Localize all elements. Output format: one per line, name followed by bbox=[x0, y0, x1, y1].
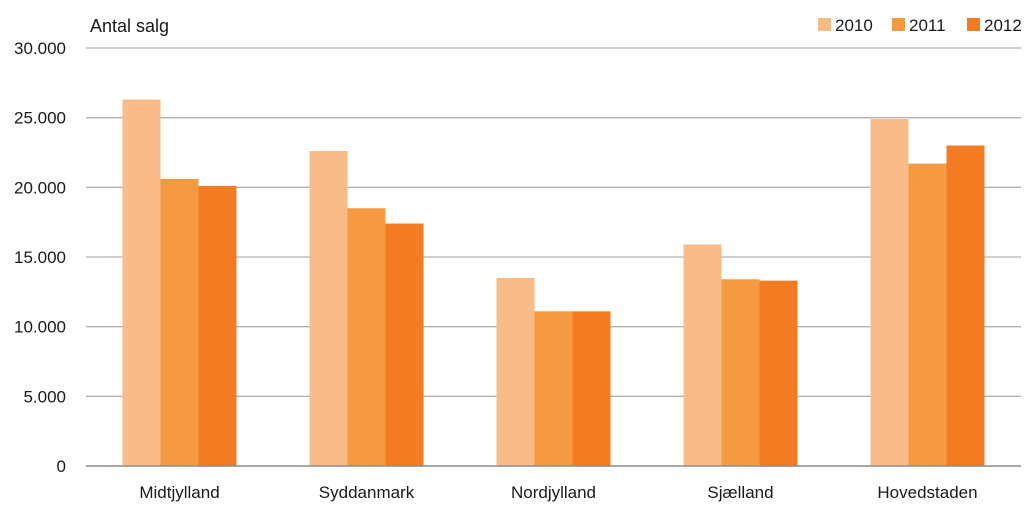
legend: 2010 2011 2012 bbox=[818, 16, 1022, 35]
bar-2012-nordjylland bbox=[572, 311, 611, 466]
x-tick-label: Syddanmark bbox=[319, 483, 415, 502]
bar-2011-nordjylland bbox=[534, 311, 573, 466]
x-tick-label: Midtjylland bbox=[139, 483, 219, 502]
legend-label-2012: 2012 bbox=[984, 16, 1022, 35]
y-tick-label: 10.000 bbox=[14, 318, 66, 337]
y-axis-title: Antal salg bbox=[90, 16, 169, 36]
bar-2010-nordjylland bbox=[496, 277, 535, 466]
bar-2010-midtjylland bbox=[122, 99, 161, 466]
legend-label-2011: 2011 bbox=[909, 16, 946, 35]
x-tick-label: Hovedstaden bbox=[877, 483, 977, 502]
legend-label-2010: 2010 bbox=[835, 16, 873, 35]
legend-swatch-2011 bbox=[892, 18, 905, 31]
y-tick-label: 0 bbox=[57, 457, 66, 476]
legend-swatch-2012 bbox=[967, 18, 980, 31]
bar-2012-hovedstaden bbox=[946, 145, 985, 467]
bar-2012-sjælland bbox=[759, 280, 798, 466]
bar-2010-sjælland bbox=[683, 244, 722, 466]
bar-2011-syddanmark bbox=[347, 208, 386, 466]
bar-2011-midtjylland bbox=[160, 178, 199, 466]
bar-2010-hovedstaden bbox=[870, 119, 909, 466]
bar-2011-hovedstaden bbox=[908, 163, 947, 466]
bar-2010-syddanmark bbox=[309, 151, 348, 466]
axes: 0 5.000 10.000 15.000 20.000 25.000 30.000 Midt… bbox=[14, 39, 1021, 502]
y-tick-label: 25.000 bbox=[14, 109, 66, 128]
x-tick-label: Sjælland bbox=[707, 483, 773, 502]
bars bbox=[122, 99, 985, 467]
y-tick-label: 5.000 bbox=[23, 387, 66, 406]
bar-2012-syddanmark bbox=[385, 223, 424, 466]
bar-2011-sjælland bbox=[721, 279, 760, 466]
y-tick-label: 30.000 bbox=[14, 39, 66, 58]
gridlines bbox=[86, 47, 1021, 397]
x-tick-label: Nordjylland bbox=[511, 483, 596, 502]
bar-2012-midtjylland bbox=[198, 185, 237, 466]
y-tick-label: 15.000 bbox=[14, 248, 66, 267]
legend-swatch-2010 bbox=[818, 18, 831, 31]
y-tick-label: 20.000 bbox=[14, 178, 66, 197]
